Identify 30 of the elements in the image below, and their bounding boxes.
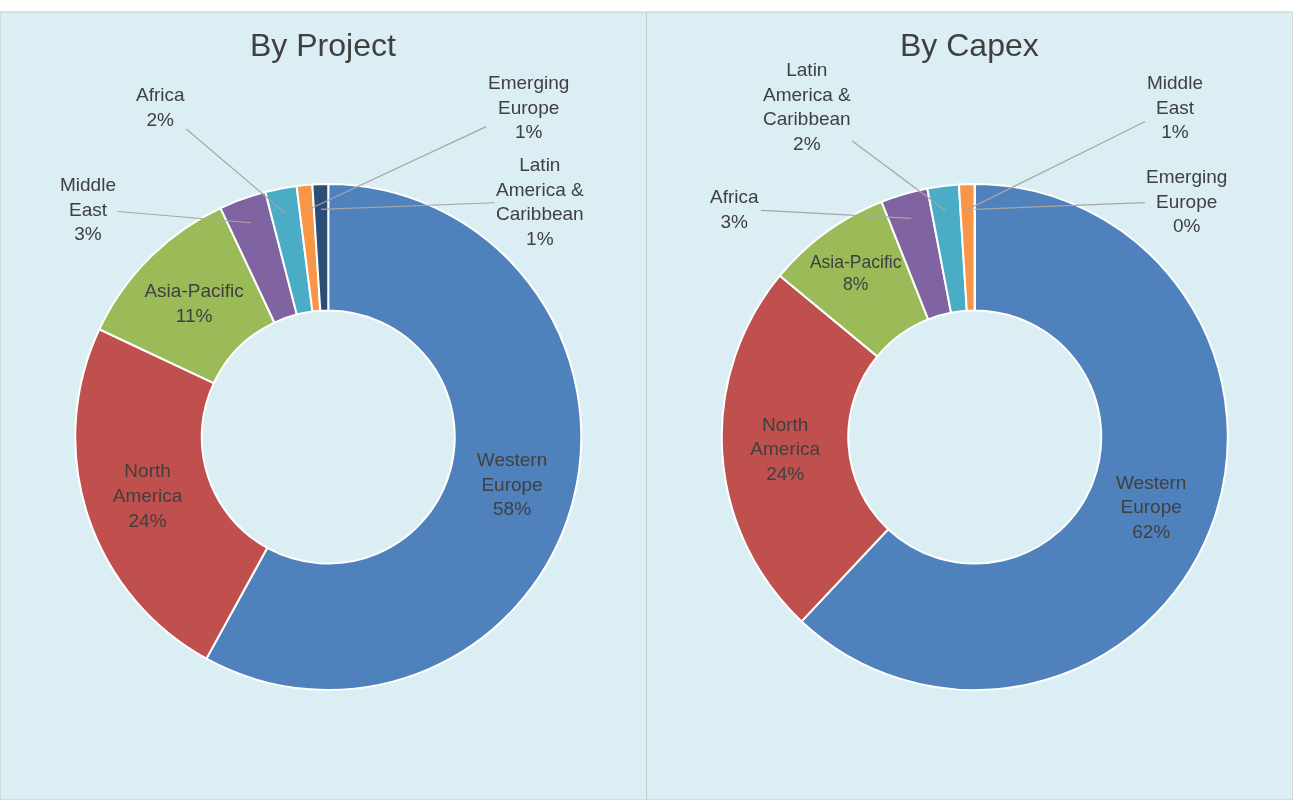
slice-label: Latin America & Caribbean [496,154,584,225]
data-label: 1% [514,121,543,143]
text: 0% [1172,215,1201,237]
slice-label: Middle East [1147,72,1203,118]
slice-label: Latin America & Caribbean [763,59,851,130]
chart-title: By Capex [900,27,1039,63]
slice-label: Asia-Pacific [809,251,902,272]
data-label: 2% [146,108,175,130]
data-label: 58% [493,498,532,520]
data-label: 8% [842,274,869,295]
slice-label: Western Europe [1115,471,1187,518]
slice-label: Western Europe [476,448,548,495]
slice-label: North America [112,460,183,507]
data-label: 24% [766,463,805,485]
slice-label: Emerging Europe [488,72,570,118]
data-label: 2% [793,133,821,155]
data-label: 1% [1161,121,1189,143]
data-label: 1% [526,228,554,250]
data-label: 3% [74,223,102,245]
slice-label: Africa [710,186,759,207]
chart-title: By Project [250,27,396,63]
data-label: 3% [720,210,749,232]
data-label: 62% [1132,521,1171,543]
data-label: 11% [175,304,213,326]
slice-label: North America [750,413,821,460]
slice-label: Middle East [60,174,116,220]
slice-label: Africa [136,84,185,105]
slice-label: Asia-Pacific [144,279,244,301]
category-label: Emerging Europe [1146,166,1228,212]
data-label: 24% [128,509,167,531]
